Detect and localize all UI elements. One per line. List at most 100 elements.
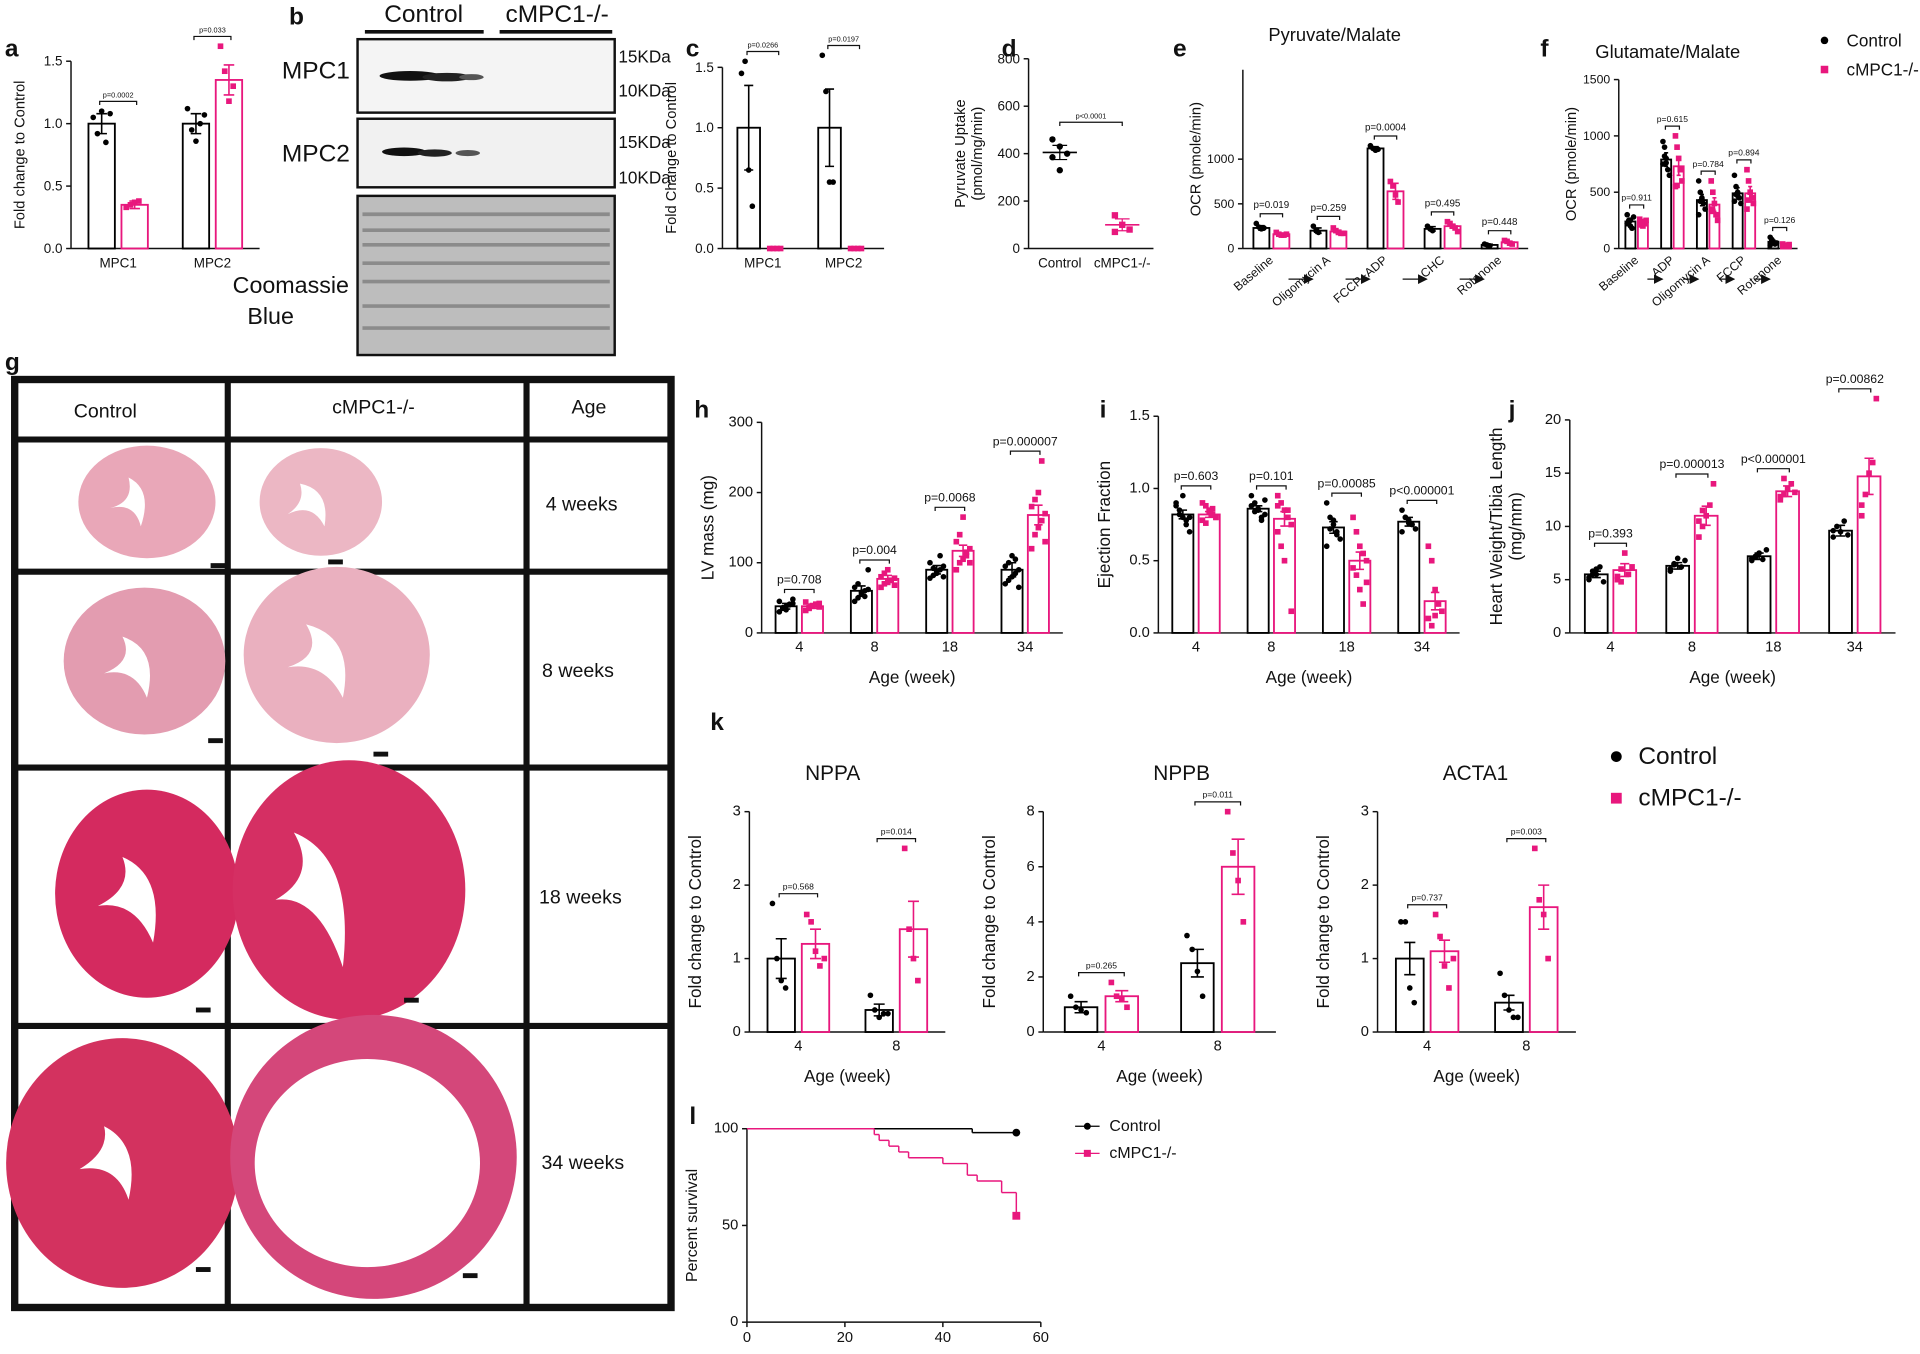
bar [1775, 490, 1800, 634]
data-point [1738, 200, 1744, 207]
data-point [1621, 550, 1628, 556]
data-point [821, 955, 828, 962]
data-point [1666, 172, 1673, 179]
data-point [915, 977, 921, 984]
data-point [1545, 955, 1551, 962]
y-tick-label: 0 [1013, 241, 1020, 256]
data-point [803, 911, 810, 918]
data-point [1710, 208, 1716, 215]
p-value: p<0.000001 [1389, 484, 1454, 498]
p-value: p<0.0001 [1076, 111, 1107, 120]
significance-bracket [859, 559, 890, 564]
x-tick-label: MPC2 [194, 256, 231, 271]
data-point [1411, 999, 1418, 1006]
data-point [933, 570, 940, 577]
data-point [1203, 520, 1209, 526]
data-point [1862, 491, 1869, 498]
y-tick-label: 2 [1361, 877, 1369, 893]
data-point [1744, 166, 1750, 173]
data-point [823, 88, 829, 95]
band [417, 149, 452, 157]
p-value: p=0.259 [1311, 203, 1347, 214]
y-tick-label: 0.5 [1129, 553, 1149, 569]
data-point [1261, 225, 1267, 231]
data-point [1781, 475, 1787, 482]
data-point [1235, 877, 1241, 884]
data-point [778, 977, 785, 984]
data-point [1186, 514, 1193, 521]
chart-title: Pyruvate/Malate [1268, 24, 1401, 45]
data-point [1664, 166, 1671, 173]
column-header: Age [572, 397, 607, 419]
y-tick-label: 200 [729, 485, 754, 501]
data-point [1032, 531, 1038, 538]
data-point [891, 582, 898, 589]
data-point [881, 580, 888, 587]
data-point [123, 204, 130, 211]
p-value: p=0.0197 [828, 35, 859, 44]
y-tick-label: 1 [1361, 951, 1369, 967]
legend-label: Control [1847, 30, 1902, 50]
data-point [1820, 36, 1829, 45]
western-blot: b Control cMPC1-/- MPC1 MPC2 15KDa 10KDa… [233, 1, 671, 357]
data-point [1763, 547, 1770, 553]
significance-bracket [1194, 801, 1242, 806]
data-point [940, 563, 947, 570]
x-axis-label: Age (week) [869, 667, 956, 687]
age-label: 4 weeks [546, 493, 618, 515]
data-point [847, 245, 854, 252]
data-point [1406, 985, 1413, 991]
data-point [1330, 517, 1337, 524]
data-point [876, 1014, 882, 1021]
data-point [1327, 526, 1333, 532]
data-point [1038, 517, 1045, 524]
data-point [217, 43, 224, 50]
x-tick-label: 4 [1097, 1039, 1105, 1055]
data-point [1360, 601, 1367, 607]
data-point [1184, 932, 1190, 939]
data-point [1032, 496, 1038, 503]
data-point [1428, 557, 1435, 564]
data-point [770, 245, 777, 252]
data-point [184, 105, 191, 112]
data-point [1399, 507, 1405, 513]
data-point [1399, 528, 1405, 535]
data-point [1012, 1128, 1021, 1137]
data-point [749, 203, 756, 210]
data-point [1820, 65, 1829, 74]
panel-letter: l [689, 1103, 696, 1130]
panel-letter: d [1002, 35, 1017, 62]
data-point [1199, 993, 1206, 1000]
data-point [1005, 559, 1012, 566]
y-tick-label: 500 [1590, 185, 1611, 199]
data-point [1111, 228, 1119, 236]
data-point [1792, 489, 1798, 496]
data-point [885, 1010, 891, 1017]
data-point [1586, 574, 1592, 581]
data-point [888, 577, 894, 584]
data-point [1274, 528, 1281, 535]
data-point [1788, 481, 1795, 487]
data-point [1049, 154, 1056, 161]
data-point [967, 559, 973, 566]
data-point [1350, 514, 1356, 521]
data-point [1696, 518, 1702, 524]
data-point [1049, 136, 1056, 143]
data-point [1108, 979, 1115, 986]
data-point [865, 566, 871, 573]
x-tick-label: MPC2 [825, 256, 862, 271]
p-value: p=0.603 [1174, 469, 1219, 483]
data-point [867, 992, 874, 999]
p-value: p=0.0004 [1365, 122, 1407, 133]
panel-letter: k [710, 709, 724, 736]
x-tick-label: 18 [1338, 640, 1354, 656]
data-point [1497, 970, 1503, 977]
data-point [1063, 150, 1071, 157]
panel-letter: h [694, 397, 709, 424]
data-point [861, 593, 868, 600]
data-point [1510, 1014, 1517, 1021]
bar [1321, 526, 1345, 634]
data-point [1702, 206, 1708, 212]
data-point [1437, 933, 1443, 940]
data-point [963, 552, 970, 559]
